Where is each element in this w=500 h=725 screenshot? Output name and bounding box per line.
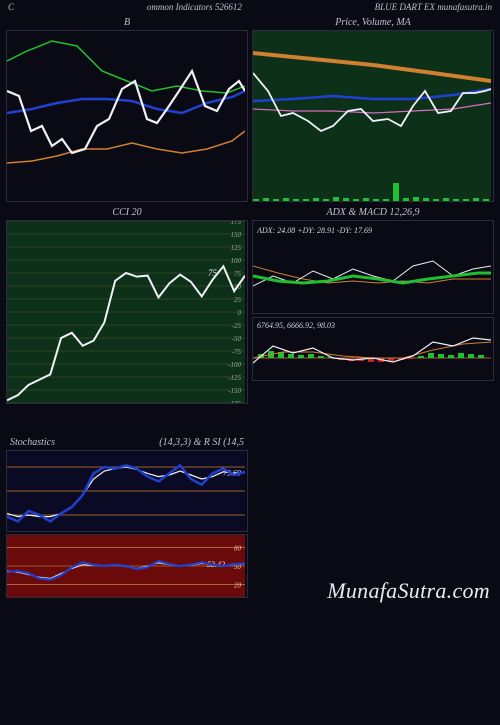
stoch-title-left: Stochastics — [10, 436, 55, 450]
cci-title: CCI 20 — [6, 206, 248, 220]
bollinger-panel — [6, 30, 248, 202]
stoch-title-right: (14,3,3) & R SI (14,5 — [159, 436, 244, 450]
svg-text:-100: -100 — [228, 361, 241, 369]
svg-text:0: 0 — [238, 309, 242, 317]
svg-text:-75: -75 — [232, 348, 242, 356]
stochastics-panel: 73.69 — [6, 450, 248, 532]
chart-row-3: Stochastics (14,3,3) & R SI (14,5 73.69 … — [0, 434, 500, 600]
svg-text:75: 75 — [234, 270, 242, 278]
header-left: C — [8, 2, 14, 12]
svg-text:ADX: 24.08 +DY: 28.91 -DY: 1: ADX: 24.08 +DY: 28.91 -DY: 17.69 — [256, 226, 372, 235]
svg-text:175: 175 — [231, 221, 242, 226]
rsi-panel: 20508053.42 — [6, 534, 248, 598]
header-right: BLUE DART EX munafasutra.in — [375, 2, 492, 12]
svg-text:20: 20 — [234, 582, 242, 590]
chart-row-1: B Price, Volume, MA — [0, 14, 500, 204]
page-header: C ommon Indicators 526612 BLUE DART EX m… — [0, 0, 500, 14]
svg-text:125: 125 — [231, 244, 242, 252]
svg-text:-125: -125 — [228, 374, 241, 382]
macd-panel: 6764.95, 6666.92, 98.03 — [252, 317, 494, 381]
cci-panel: -175-150-125-100-75-50-25025507510012515… — [6, 220, 248, 404]
svg-text:-25: -25 — [232, 322, 242, 330]
watermark-text: MunafaSutra.com — [327, 578, 490, 604]
svg-text:6764.95, 6666.92, 98.03: 6764.95, 6666.92, 98.03 — [257, 321, 335, 330]
bollinger-title: B — [6, 16, 248, 30]
svg-text:-175: -175 — [228, 400, 241, 403]
svg-text:100: 100 — [231, 257, 242, 265]
adx-macd-title: ADX & MACD 12,26,9 — [252, 206, 494, 220]
svg-text:80: 80 — [234, 544, 242, 552]
price-ma-title: Price, Volume, MA — [252, 16, 494, 30]
chart-row-2: CCI 20 -175-150-125-100-75-50-2502550751… — [0, 204, 500, 406]
svg-text:150: 150 — [231, 231, 242, 239]
header-center: ommon Indicators 526612 — [147, 2, 242, 12]
svg-text:25: 25 — [234, 296, 242, 304]
svg-text:-50: -50 — [232, 335, 242, 343]
svg-text:-150: -150 — [228, 387, 241, 395]
adx-panel: ADX: 24.08 +DY: 28.91 -DY: 17.69 — [252, 220, 494, 314]
price-ma-panel — [252, 30, 494, 202]
